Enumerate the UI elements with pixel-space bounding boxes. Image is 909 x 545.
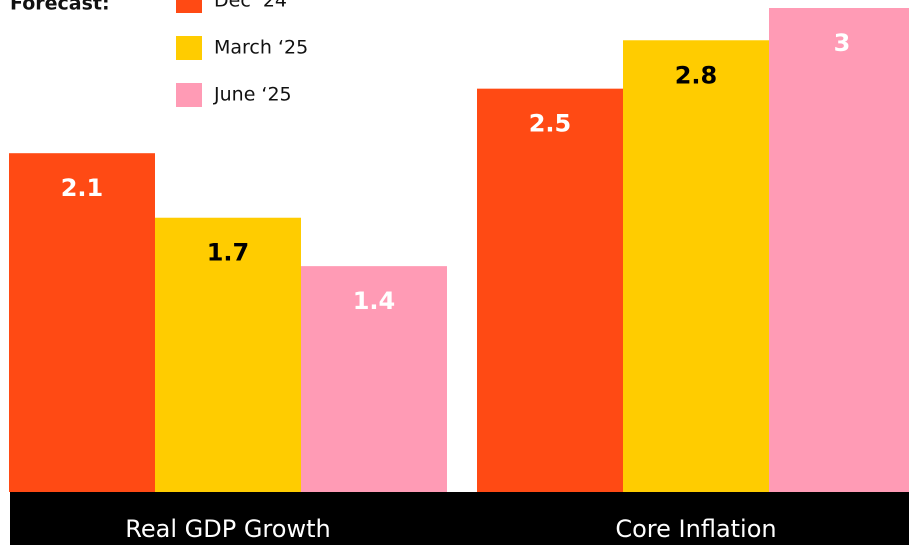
bar [477,88,623,493]
value-label: 1.4 [353,287,396,315]
value-label: 2.5 [529,110,572,138]
bar [623,40,769,493]
bar [301,266,447,492]
x-tick-label: Real GDP Growth [125,515,330,543]
bar [155,217,301,492]
value-label: 2.1 [61,174,104,202]
legend-title: Forecast: [10,0,110,15]
value-label: 2.8 [675,61,718,89]
legend-swatch [176,0,202,13]
bar [9,153,155,492]
category-band [10,492,909,545]
legend-swatch [176,83,202,107]
legend-swatch [176,36,202,60]
x-tick-label: Core Inflation [615,515,776,543]
bar [769,8,909,492]
value-label: 1.7 [207,239,250,267]
legend-label: Dec ‘24 [214,0,287,12]
legend-label: June ‘25 [213,84,292,106]
legend-label: March ‘25 [214,37,308,59]
value-label: 3 [834,29,851,57]
